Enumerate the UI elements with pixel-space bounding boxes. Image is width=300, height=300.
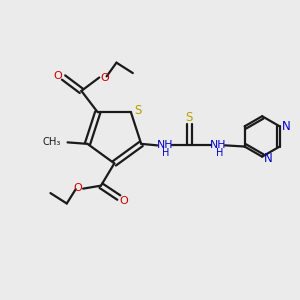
Text: NH: NH bbox=[157, 140, 173, 150]
Text: O: O bbox=[100, 73, 109, 82]
Text: N: N bbox=[282, 120, 291, 133]
Text: H: H bbox=[163, 148, 170, 158]
Text: CH₃: CH₃ bbox=[42, 137, 61, 147]
Text: H: H bbox=[216, 148, 223, 158]
Text: O: O bbox=[53, 71, 62, 81]
Text: S: S bbox=[134, 104, 141, 117]
Text: NH: NH bbox=[210, 140, 227, 150]
Text: N: N bbox=[264, 152, 273, 165]
Text: O: O bbox=[74, 183, 82, 193]
Text: O: O bbox=[120, 196, 128, 206]
Text: S: S bbox=[186, 111, 193, 124]
